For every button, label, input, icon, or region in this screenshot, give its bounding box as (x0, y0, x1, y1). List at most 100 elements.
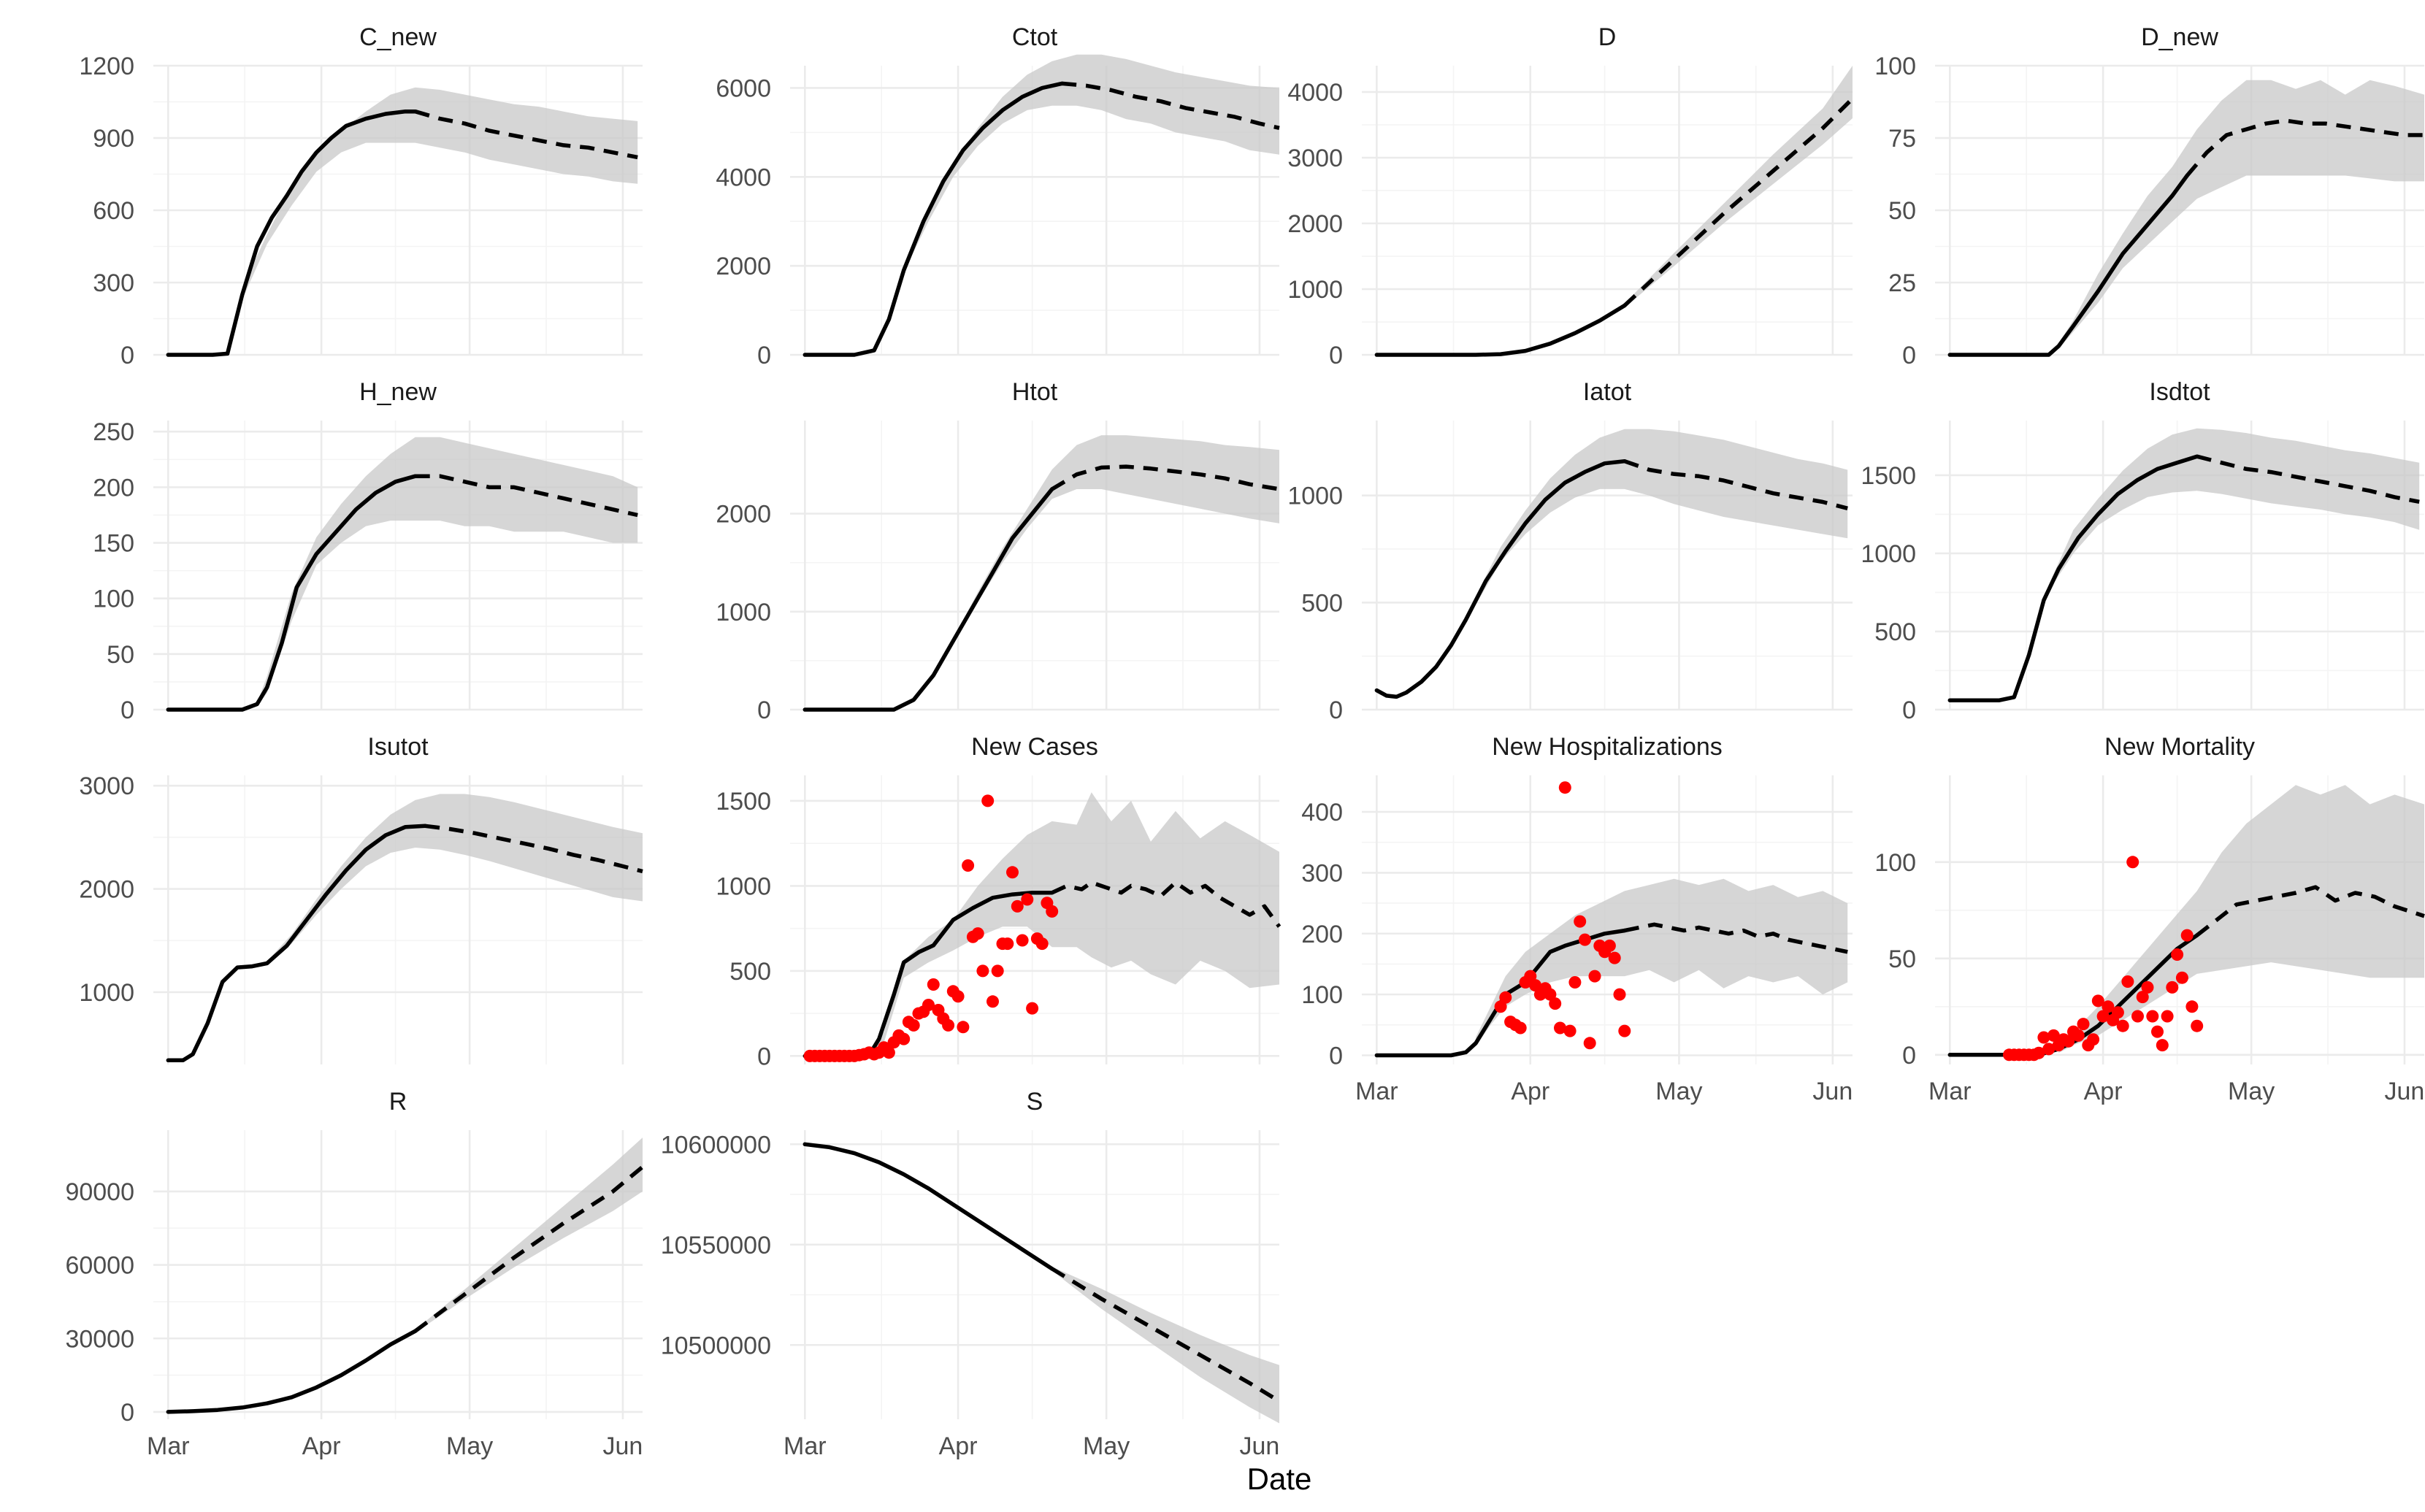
observed-point (942, 1018, 955, 1032)
observed-point (1588, 970, 1601, 983)
y-tick-label: 0 (1329, 696, 1343, 724)
y-tick-label: 0 (757, 342, 771, 369)
projected-line (414, 110, 638, 160)
observed-point (2166, 981, 2179, 994)
y-tick-label: 1000 (716, 872, 771, 900)
y-tick-label: 3000 (1287, 145, 1343, 172)
projected-line (2196, 885, 2425, 937)
y-tick-label: 300 (1301, 859, 1343, 887)
fitted-line (802, 1142, 1054, 1271)
observed-point (907, 1018, 920, 1032)
observed-point (1011, 899, 1024, 913)
panel-title: Htot (1012, 378, 1058, 406)
y-tick-label: 3000 (79, 772, 134, 800)
observed-point (1006, 866, 1019, 879)
y-tick-label: 1500 (1861, 462, 1916, 490)
panel-new-mortality: 0 50 100 Mar Apr May Jun New Mortality (1874, 733, 2425, 1105)
y-tick-label: 100 (1301, 981, 1343, 1009)
y-tick-label: 1000 (1287, 276, 1343, 304)
observed-point (1563, 1024, 1577, 1037)
confidence-band (227, 87, 638, 355)
panel-title: D (1598, 23, 1617, 51)
fitted-line (1374, 458, 1627, 699)
y-tick-label: 100 (1874, 53, 1916, 80)
observed-point (927, 978, 940, 991)
confidence-band (2058, 80, 2424, 350)
panel-title: Ctot (1012, 23, 1058, 51)
fitted-line (166, 109, 418, 357)
observed-point (2062, 1035, 2075, 1048)
observed-point (1499, 991, 1512, 1004)
y-tick-label: 0 (1329, 1042, 1343, 1070)
fitted-line (166, 824, 427, 1063)
y-tick-label: 1000 (1861, 540, 1916, 568)
y-tick-label: 1500 (716, 788, 771, 816)
x-tick-label: Jun (603, 1432, 643, 1460)
panel-title: S (1027, 1088, 1043, 1116)
observed-point (1603, 939, 1616, 952)
fitted-line (166, 474, 418, 712)
panel-c-new: 0 300 600 900 1200 C_new (79, 23, 643, 369)
observed-point (1579, 933, 1591, 946)
observed-point (2102, 1000, 2115, 1013)
y-tick-label: 25 (1888, 269, 1916, 297)
panel-title: R (389, 1088, 407, 1116)
observed-point (2042, 1043, 2056, 1056)
observed-point (1568, 976, 1582, 989)
y-tick-label: 900 (93, 125, 134, 153)
observed-point (951, 990, 965, 1003)
y-tick-label: 300 (93, 269, 134, 297)
projected-line (2196, 454, 2420, 504)
confidence-band (913, 435, 1279, 700)
fitted-line (1947, 454, 2199, 702)
y-tick-label: 0 (1902, 696, 1916, 724)
panel-r: 0 30000 60000 90000 Mar Apr May Jun R (65, 1088, 644, 1460)
x-tick-label: Apr (302, 1432, 341, 1460)
projected-line (1624, 922, 1848, 954)
y-tick-label: 60000 (65, 1252, 134, 1280)
panel-title: New Cases (971, 733, 1098, 761)
x-tick-label: May (1083, 1432, 1130, 1460)
x-tick-label: May (1655, 1078, 1702, 1105)
y-tick-label: 10600000 (661, 1131, 771, 1159)
confidence-band (869, 792, 1279, 1056)
observed-point (2126, 856, 2139, 869)
observed-point (1608, 951, 1621, 964)
panel-iatot: 0 500 1000 Iatot (1287, 378, 1853, 724)
y-tick-label: 0 (120, 1399, 134, 1427)
y-tick-label: 10550000 (661, 1232, 771, 1259)
observed-point (2111, 1006, 2124, 1019)
observed-point (2146, 1010, 2159, 1023)
x-axis-title: Date (1247, 1462, 1312, 1496)
x-tick-label: Mar (147, 1432, 190, 1460)
y-tick-label: 1000 (79, 979, 134, 1007)
x-tick-label: Mar (1928, 1078, 1972, 1105)
confidence-band (1476, 878, 1848, 1046)
fitted-line (802, 81, 1064, 357)
y-tick-label: 1000 (716, 599, 771, 626)
fitted-line (1374, 303, 1627, 357)
y-tick-label: 500 (1874, 618, 1916, 646)
panel-isutot: 1000 2000 3000 Isutot (79, 733, 643, 1064)
observed-point (987, 995, 999, 1008)
observed-point (922, 999, 935, 1011)
confidence-band (874, 54, 1279, 350)
observed-point (2077, 1018, 2090, 1031)
observed-point (1544, 988, 1557, 1001)
observed-point (1583, 1037, 1596, 1050)
panel-htot: 0 1000 2000 Htot (716, 378, 1280, 724)
observed-point (1574, 915, 1587, 928)
observed-point (2175, 971, 2188, 984)
confidence-band (257, 437, 638, 707)
x-tick-label: Mar (1355, 1078, 1398, 1105)
observed-point (897, 1032, 911, 1045)
observed-point (2191, 1019, 2204, 1032)
projected-line (1061, 81, 1280, 130)
observed-point (1514, 1021, 1527, 1035)
y-tick-label: 0 (1902, 342, 1916, 369)
observed-point (1026, 1002, 1039, 1015)
observed-point (2091, 994, 2104, 1008)
y-tick-label: 90000 (65, 1178, 134, 1206)
y-tick-label: 0 (757, 1043, 771, 1070)
